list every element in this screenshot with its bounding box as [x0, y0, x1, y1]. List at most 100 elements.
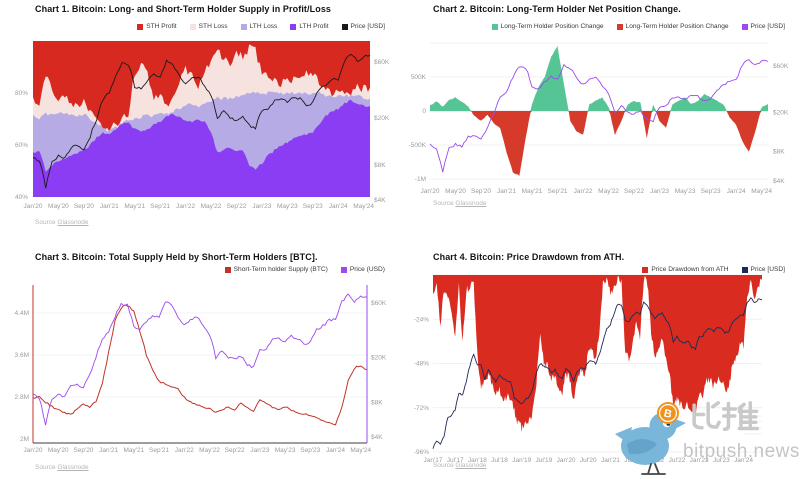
x-tick-label: May'20	[48, 203, 69, 210]
y-tick-label: $60K	[374, 59, 390, 66]
chart2-legend: Long-Term Holder Position Change Long-Te…	[491, 23, 785, 30]
legend-item: Price [USD]	[741, 23, 785, 30]
legend-label: STH Loss	[198, 23, 228, 30]
y-tick-label: $60K	[773, 63, 789, 70]
chart1-canvas: 80% 60% 40% $60K $20K $8K $4K Jan'20 May'20 Sep'2…	[15, 41, 390, 210]
legend-label: Price [USD]	[750, 266, 785, 273]
legend-swatch	[240, 23, 247, 30]
y-tick-label: $20K	[374, 115, 390, 122]
source-prefix: Source	[35, 219, 56, 226]
y-tick-label: 80%	[15, 90, 28, 97]
legend-swatch	[741, 23, 748, 30]
legend-item: Price [USD]	[341, 23, 385, 30]
y-tick-label: -96%	[414, 449, 429, 456]
x-tick-label: May'24	[751, 188, 772, 195]
legend-swatch	[616, 23, 623, 30]
positive-change-area	[430, 46, 768, 111]
x-tick-label: Jan'18	[468, 457, 487, 464]
x-tick-label: Jul'19	[536, 457, 553, 464]
legend-label: Long-Term Holder Position Change	[500, 23, 604, 30]
y-tick-label: -72%	[414, 405, 429, 412]
source-link[interactable]: Glassnode	[57, 464, 89, 471]
x-tick-label: Jan'21	[601, 457, 620, 464]
x-tick-label: Jul'23	[713, 457, 730, 464]
legend-label: Price (USD)	[349, 266, 385, 273]
x-tick-label: Sep'22	[624, 188, 644, 195]
legend-label: Short-Term holder Supply (BTC)	[233, 266, 328, 273]
source-link[interactable]: Glassnode	[455, 462, 487, 469]
chart4-panel: -24% -48% -72% -96% Jan'17 Jul'17 Jan'18 Jul'18…	[405, 240, 811, 479]
y-tick-label: $20K	[773, 110, 789, 117]
source-link[interactable]: Glassnode	[455, 200, 487, 207]
source-link[interactable]: Glassnode	[57, 219, 89, 226]
legend-swatch	[137, 23, 144, 30]
legend-item: Long-Term Holder Position Change	[491, 23, 604, 30]
x-tick-label: Jan'23	[252, 203, 271, 210]
chart1-panel: 80% 60% 40% $60K $20K $8K $4K Jan'20 May'20 Sep'2…	[0, 0, 405, 240]
sth-supply-line	[33, 304, 368, 426]
source-line: Source Glassnode	[35, 219, 89, 226]
legend-label: LTH Loss	[249, 23, 278, 30]
x-tick-label: Sep'23	[303, 203, 323, 210]
x-tick-label: Jan'20	[421, 188, 440, 195]
y-tick-label: $4K	[773, 178, 785, 185]
x-tick-label: Jan'19	[512, 457, 531, 464]
x-tick-label: Jan'20	[24, 447, 43, 454]
y-tick-label: $60K	[371, 300, 387, 307]
price-line	[32, 293, 368, 426]
legend-label: Price [USD]	[750, 23, 785, 30]
source-line: Source Glassnode	[433, 200, 487, 207]
x-tick-label: Jul'20	[580, 457, 597, 464]
x-tick-label: May'20	[48, 447, 69, 454]
chart4-title: Chart 4. Bitcoin: Price Drawdown from AT…	[433, 252, 625, 262]
x-tick-label: Sep'20	[471, 188, 491, 195]
x-tick-label: May'24	[350, 447, 371, 454]
y-tick-label: $4K	[371, 434, 383, 441]
y-tick-label: $8K	[371, 400, 383, 407]
y-tick-label: 3.6M	[15, 352, 29, 359]
x-tick-label: May'24	[353, 203, 374, 210]
x-tick-label: Sep'22	[225, 447, 245, 454]
legend-swatch	[491, 23, 498, 30]
negative-change-area	[430, 111, 768, 176]
x-tick-label: Jan'24	[727, 188, 746, 195]
x-tick-label: Jan'21	[497, 188, 516, 195]
x-tick-label: Jan'17	[424, 457, 443, 464]
legend-item: STH Loss	[189, 23, 228, 30]
x-tick-label: Sep'22	[226, 203, 246, 210]
y-tick-label: $4K	[374, 197, 386, 204]
chart2-canvas: 500K 0 -500K -1M $60K $20K $8K $4K Jan'20 May'20 S…	[409, 42, 789, 195]
source-line: Source Glassnode	[35, 464, 89, 471]
y-tick-label: 0	[422, 108, 426, 115]
chart3-canvas: 4.4M 3.6M 2.8M 2M $60K $20K $8K $4K Jan'20 May'20…	[15, 285, 387, 454]
x-tick-label: May'21	[123, 447, 144, 454]
x-tick-label: Sep'21	[150, 203, 170, 210]
y-tick-label: 40%	[15, 194, 28, 201]
x-tick-label: Jan'22	[175, 447, 194, 454]
x-tick-label: May'22	[199, 447, 220, 454]
y-tick-label: $20K	[371, 354, 387, 361]
y-tick-label: -48%	[414, 361, 429, 368]
x-tick-label: Jan'20	[557, 457, 576, 464]
source-line: Source Glassnode	[433, 462, 487, 469]
legend-label: Price [USD]	[350, 23, 385, 30]
x-tick-label: Jan'22	[176, 203, 195, 210]
legend-item: STH Profit	[137, 23, 177, 30]
legend-label: Long-Term Holder Position Change	[625, 23, 729, 30]
x-tick-label: Jan'24	[329, 203, 348, 210]
legend-swatch	[290, 23, 297, 30]
x-tick-label: Jan'23	[690, 457, 709, 464]
x-tick-label: Sep'20	[73, 447, 93, 454]
legend-swatch	[741, 266, 748, 273]
y-tick-label: 2M	[20, 436, 29, 443]
x-tick-label: Jul'22	[669, 457, 686, 464]
chart3-title: Chart 3. Bitcoin: Total Supply Held by S…	[35, 252, 318, 262]
x-tick-label: Jan'23	[250, 447, 269, 454]
y-tick-label: -1M	[415, 176, 426, 183]
x-tick-label: Jan'21	[100, 203, 119, 210]
legend-label: LTH Profit	[299, 23, 329, 30]
legend-item: Price (USD)	[340, 266, 385, 273]
x-tick-label: May'23	[277, 203, 298, 210]
x-tick-label: Sep'21	[548, 188, 568, 195]
x-tick-label: Jul'18	[491, 457, 508, 464]
